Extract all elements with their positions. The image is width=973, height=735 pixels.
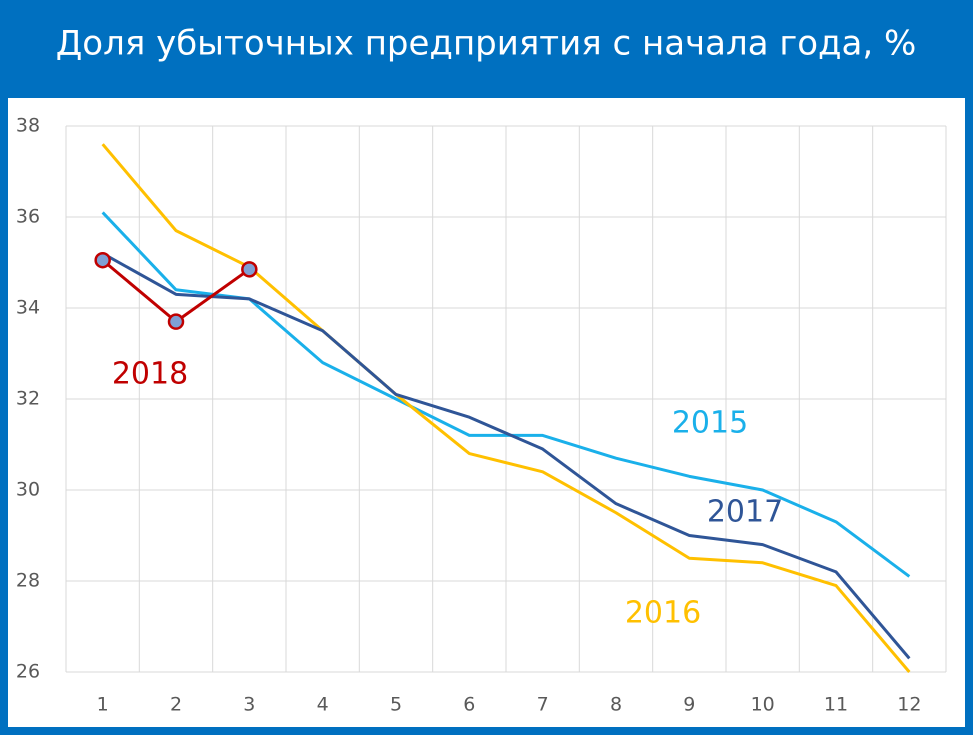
series-line xyxy=(101,252,911,660)
x-tick-label: 6 xyxy=(463,694,475,716)
series-label: 2016 xyxy=(625,596,701,631)
y-tick-label: 34 xyxy=(16,297,40,319)
x-tick-label: 4 xyxy=(317,694,329,716)
point-marker xyxy=(94,251,111,269)
plot-panel xyxy=(8,98,965,727)
x-tick-label: 10 xyxy=(751,694,775,716)
y-tick-label: 26 xyxy=(16,661,40,683)
x-tick-label: 11 xyxy=(824,694,848,716)
x-tick-label: 9 xyxy=(683,694,695,716)
x-tick-label: 12 xyxy=(897,694,921,716)
y-tick-label: 32 xyxy=(16,388,40,410)
x-tick-label: 5 xyxy=(390,694,402,716)
y-tick-label: 28 xyxy=(16,570,40,592)
y-tick-label: 36 xyxy=(16,206,40,228)
chart-title: Доля убыточных предприятия с начала года… xyxy=(56,24,917,64)
point-marker xyxy=(167,313,185,330)
x-tick-label: 2 xyxy=(170,694,182,716)
series-label: 2015 xyxy=(672,406,748,441)
y-tick-label: 30 xyxy=(16,479,40,501)
x-tick-label: 1 xyxy=(97,694,109,716)
point-marker xyxy=(241,261,258,278)
x-tick-label: 7 xyxy=(537,694,549,716)
x-tick-label: 3 xyxy=(243,694,255,716)
series-label: 2017 xyxy=(707,495,783,530)
x-tick-label: 8 xyxy=(610,694,622,716)
series-label: 2018 xyxy=(112,357,188,392)
series-line xyxy=(101,143,911,673)
y-tick-label: 38 xyxy=(16,115,40,137)
